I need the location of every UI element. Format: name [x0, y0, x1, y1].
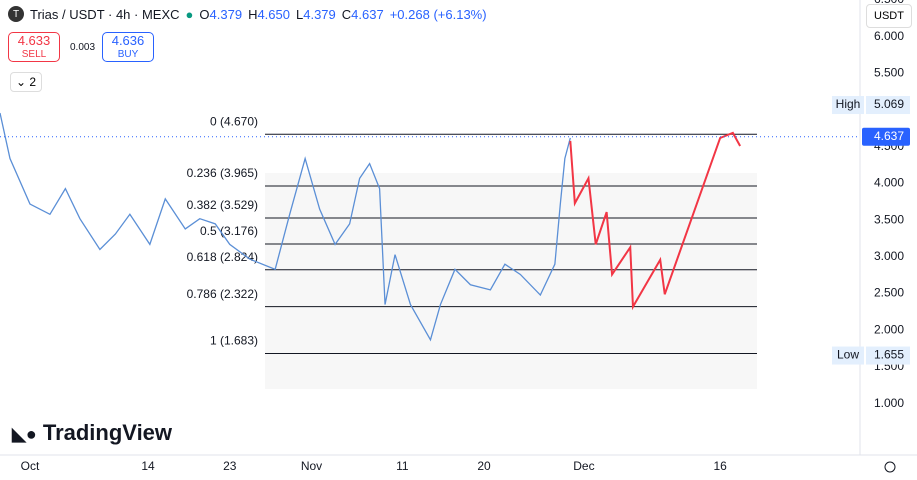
ohlc-value: 4.379: [209, 6, 243, 22]
x-tick-label: 16: [713, 459, 727, 473]
sell-button[interactable]: 4.633 SELL: [8, 32, 60, 62]
x-tick-label: 14: [141, 459, 155, 473]
high-value: 5.069: [874, 97, 904, 111]
sell-label: SELL: [21, 49, 47, 60]
ohlc-key: H: [248, 6, 258, 22]
x-tick-label: 11: [396, 459, 409, 473]
ohlc-value: 4.650: [257, 6, 290, 22]
fib-label: 0.618 (2.824): [187, 250, 258, 264]
high-key: High: [836, 97, 861, 111]
projection-line: [569, 131, 742, 311]
fib-label: 0.236 (3.965): [187, 166, 258, 180]
fib-label: 0.382 (3.529): [187, 198, 258, 212]
indicator-count: 2: [29, 75, 37, 89]
brand: ◣● TradingView: [12, 420, 173, 445]
high-key-bg: [832, 96, 864, 115]
symbol[interactable]: Trias / USDT · 4h · MEXC: [30, 6, 180, 22]
ohlc-value: 4.379: [303, 6, 336, 22]
symbol-header: T Trias / USDT · 4h · MEXC ● O4.379 H4.6…: [8, 6, 487, 22]
last-price-label: 4.637: [874, 129, 904, 143]
ohlc-value: 4.637: [351, 6, 384, 22]
buy-label: BUY: [117, 49, 139, 60]
sell-price: 4.633: [17, 33, 51, 48]
y-tick-label: 1.000: [874, 396, 904, 410]
y-tick-label: 3.000: [874, 249, 904, 263]
high-value-bg: [866, 96, 910, 115]
indicators-toggle[interactable]: ⌄ 2: [10, 72, 42, 92]
y-tick-label: 6.000: [874, 29, 904, 43]
status-dot: ●: [185, 6, 194, 22]
fib-label: 1 (1.683): [210, 334, 258, 348]
low-value: 1.655: [874, 348, 904, 362]
fib-label: 0.786 (2.322): [187, 287, 258, 301]
currency-button[interactable]: USDT: [866, 4, 912, 28]
ohlc-key: C: [341, 6, 352, 22]
buy-button[interactable]: 4.636 BUY: [102, 32, 154, 62]
y-tick-label: 4.000: [874, 176, 904, 190]
y-tick-label: 2.500: [874, 286, 904, 300]
buy-price: 4.636: [111, 33, 145, 48]
logo: T: [8, 6, 24, 22]
x-tick-label: Dec: [573, 459, 594, 473]
y-tick-label: 6.500: [874, 0, 904, 6]
low-key-bg: [832, 346, 864, 365]
last-price-tag: [862, 127, 910, 146]
price-line: [0, 112, 571, 342]
fib-area: [265, 173, 757, 389]
y-tick-label: 2.000: [874, 322, 904, 336]
y-tick-label: 5.500: [874, 66, 904, 80]
low-key: Low: [837, 348, 859, 362]
change: +0.268 (+6.13%): [389, 6, 487, 22]
ohlc-key: O: [199, 6, 210, 22]
x-tick-label: 23: [223, 459, 237, 473]
spread: 0.003: [70, 42, 96, 53]
y-tick-label: 3.500: [874, 212, 904, 226]
settings-icon[interactable]: [884, 461, 896, 473]
x-tick-label: 20: [477, 459, 491, 473]
brand-text: TradingView: [42, 420, 173, 445]
low-value-bg: [866, 346, 910, 365]
fib-label: 0.5 (3.176): [200, 224, 258, 238]
fib-label: 0 (4.670): [210, 114, 258, 128]
ohlc-key: L: [296, 6, 304, 22]
x-tick-label: Nov: [301, 459, 322, 473]
x-tick-label: Oct: [21, 459, 40, 473]
